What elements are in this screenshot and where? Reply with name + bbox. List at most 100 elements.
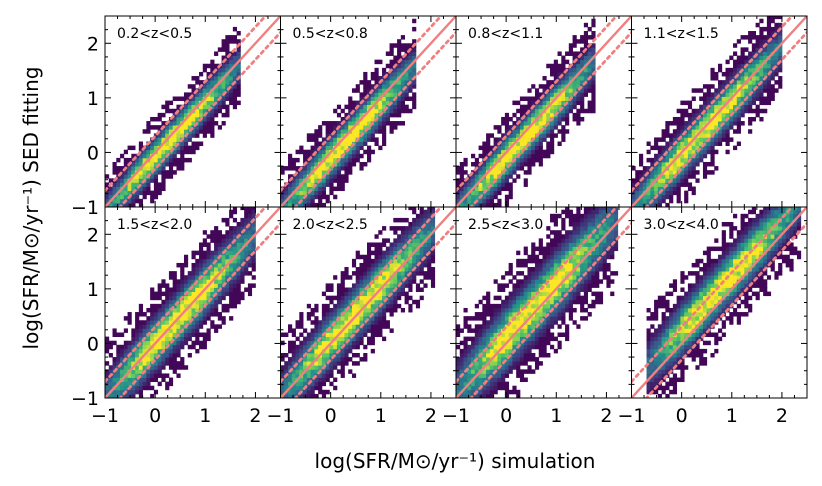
hist-bin bbox=[759, 84, 764, 89]
hist-bin bbox=[127, 316, 132, 321]
hist-bin bbox=[370, 137, 375, 142]
hist-bin bbox=[378, 291, 383, 297]
hist-bin bbox=[474, 303, 479, 309]
hist-bin bbox=[221, 55, 226, 61]
hist-bin bbox=[232, 100, 238, 106]
hist-bin bbox=[229, 92, 234, 97]
hist-bin bbox=[168, 348, 174, 354]
hist-bin bbox=[229, 80, 234, 85]
hist-bin bbox=[404, 47, 409, 52]
hist-bin bbox=[116, 186, 121, 192]
hist-bin bbox=[303, 357, 308, 362]
hist-bin bbox=[691, 116, 696, 122]
hist-bin bbox=[161, 137, 166, 142]
hist-bin bbox=[363, 116, 368, 122]
hist-bin bbox=[733, 80, 738, 85]
hist-bin bbox=[378, 279, 383, 284]
hist-bin bbox=[120, 357, 125, 362]
hist-bin bbox=[497, 316, 502, 321]
hist-bin bbox=[661, 137, 666, 142]
hist-bin bbox=[191, 332, 196, 337]
hist-bin bbox=[374, 279, 379, 284]
hist-bin bbox=[512, 287, 517, 292]
hist-bin bbox=[736, 39, 741, 44]
hist-bin bbox=[351, 133, 357, 138]
hist-bin bbox=[412, 71, 417, 77]
hist-bin bbox=[415, 234, 421, 239]
hist-bin bbox=[176, 149, 181, 155]
hist-bin bbox=[153, 133, 159, 138]
hist-bin bbox=[351, 153, 357, 159]
hist-bin bbox=[176, 279, 181, 284]
hist-bin bbox=[112, 389, 117, 395]
hist-bin bbox=[146, 182, 151, 187]
hist-bin bbox=[512, 389, 517, 395]
hist-bin bbox=[105, 389, 110, 395]
hist-bin bbox=[202, 258, 207, 264]
hist-bin bbox=[400, 307, 405, 313]
hist-bin bbox=[355, 283, 360, 288]
hist-bin bbox=[191, 250, 196, 256]
hist-bin bbox=[516, 258, 521, 264]
hist-bin bbox=[478, 332, 483, 337]
hist-bin bbox=[523, 182, 528, 187]
hist-bin bbox=[486, 190, 491, 196]
hist-bin bbox=[244, 226, 249, 231]
hist-bin bbox=[153, 153, 159, 159]
hist-bin bbox=[412, 209, 417, 215]
hist-bin bbox=[706, 145, 711, 151]
hist-bin bbox=[389, 307, 394, 313]
hist-bin bbox=[150, 377, 155, 383]
hist-bin bbox=[191, 291, 196, 297]
hist-bin bbox=[225, 39, 230, 44]
hist-bin bbox=[165, 170, 170, 175]
hist-bin bbox=[508, 324, 513, 329]
hist-bin bbox=[310, 166, 315, 171]
hist-bin bbox=[351, 145, 357, 151]
hist-bin bbox=[199, 80, 204, 85]
hist-bin bbox=[172, 303, 177, 309]
hist-bin bbox=[740, 51, 745, 56]
hist-bin bbox=[695, 145, 700, 151]
hist-bin bbox=[572, 112, 577, 118]
hist-bin bbox=[580, 108, 585, 114]
hist-bin bbox=[370, 112, 375, 118]
hist-bin bbox=[527, 295, 532, 301]
hist-bin bbox=[725, 59, 730, 65]
hist-bin bbox=[314, 377, 319, 383]
hist-bin bbox=[489, 361, 495, 366]
hist-bin bbox=[687, 186, 693, 192]
hist-bin bbox=[718, 88, 723, 93]
hist-bin bbox=[497, 182, 502, 187]
hist-bin bbox=[333, 332, 338, 337]
hist-bin bbox=[493, 186, 498, 192]
hist-bin bbox=[195, 283, 200, 288]
hist-bin bbox=[665, 161, 670, 167]
hist-bin bbox=[225, 287, 230, 292]
hist-bin bbox=[463, 161, 468, 167]
hist-bin bbox=[580, 84, 585, 89]
hist-bin bbox=[314, 157, 319, 163]
hist-bin bbox=[183, 365, 189, 370]
hist-bin bbox=[587, 47, 592, 52]
hist-bin bbox=[142, 166, 147, 171]
hist-bin bbox=[153, 182, 159, 187]
hist-bin bbox=[493, 320, 498, 325]
hist-bin bbox=[550, 108, 555, 114]
hist-bin bbox=[187, 324, 192, 329]
hist-bin bbox=[138, 365, 144, 370]
hist-bin bbox=[314, 328, 319, 333]
hist-bin bbox=[176, 365, 181, 370]
hist-bin bbox=[236, 222, 241, 227]
hist-bin bbox=[306, 389, 311, 395]
hist-bin bbox=[478, 357, 483, 362]
hist-bin bbox=[676, 149, 681, 155]
hist-bin bbox=[504, 385, 510, 391]
hist-bin bbox=[157, 361, 162, 366]
hist-bin bbox=[333, 307, 338, 313]
hist-bin bbox=[355, 133, 360, 138]
hist-bin bbox=[142, 186, 147, 192]
hist-bin bbox=[183, 336, 189, 342]
hist-bin bbox=[553, 104, 558, 110]
hist-bin bbox=[497, 373, 502, 378]
